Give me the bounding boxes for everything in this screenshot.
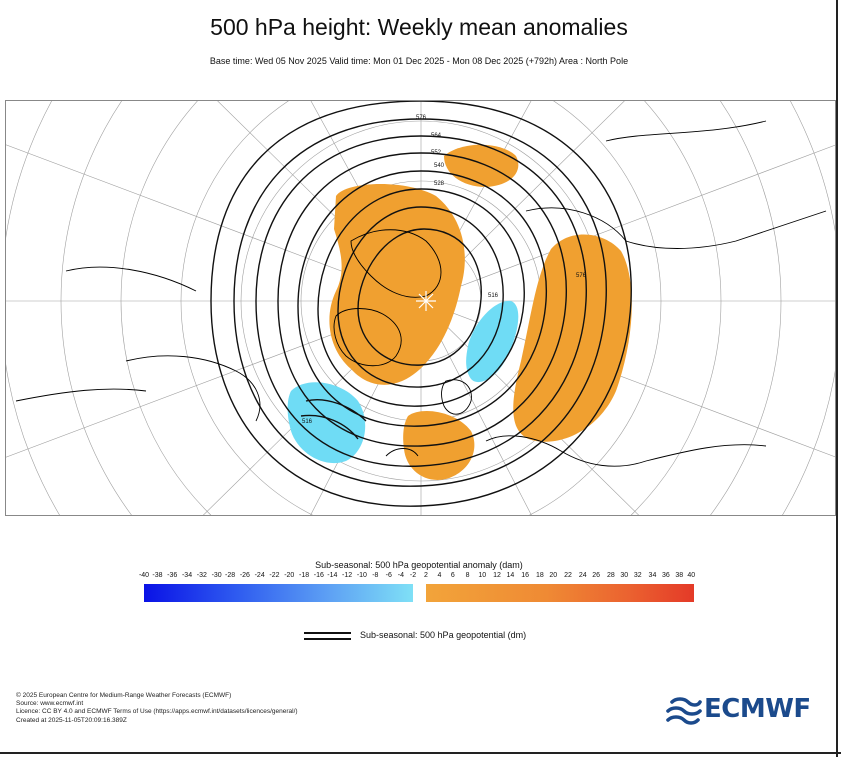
- colorbar-tick: 16: [521, 572, 530, 579]
- contour-label: 528: [434, 181, 445, 187]
- created-text: Created at 2025-11-05T20:09:16.389Z: [16, 716, 127, 724]
- frame-border-right: [836, 0, 838, 757]
- contour-labels: 576 564 552 540 528 516 576 516: [302, 115, 587, 425]
- chart-title: 500 hPa height: Weekly mean anomalies: [210, 14, 628, 40]
- colorbar-tick: 38: [675, 572, 684, 579]
- colorbar-tick: 20: [549, 572, 558, 579]
- colorbar-negative: [144, 584, 413, 602]
- colorbar-tick: 10: [478, 572, 487, 579]
- contour-label: 576: [416, 115, 427, 121]
- colorbar-tick: 18: [535, 572, 544, 579]
- colorbar-tick: -16: [313, 572, 324, 579]
- colorbar-tick: 28: [607, 572, 615, 579]
- ecmwf-logo-text: ECMWF: [704, 694, 811, 724]
- colorbar-tick: 24: [578, 572, 587, 579]
- copyright-text: © 2025 European Centre for Medium-Range …: [16, 692, 232, 699]
- credits: © 2025 European Centre for Medium-Range …: [16, 692, 298, 725]
- positive-anomaly-areas: [329, 144, 632, 480]
- colorbar-tick: 12: [493, 572, 501, 579]
- colorbar-tick: -22: [269, 572, 280, 579]
- map-canvas: 576 564 552 540 528 516 576 516: [6, 101, 835, 515]
- frame-border-bottom: [0, 752, 841, 754]
- chart-subtitle: Base time: Wed 05 Nov 2025 Valid time: M…: [209, 56, 629, 66]
- coastlines: [15, 120, 827, 467]
- height-contours: [210, 101, 632, 507]
- colorbar-tick: -30: [211, 572, 222, 579]
- colorbar-tick: -14: [327, 572, 338, 579]
- polar-map[interactable]: 576 564 552 540 528 516 576 516: [5, 100, 836, 516]
- contour-label: 540: [434, 163, 445, 169]
- colorbar-tick: 30: [620, 572, 629, 579]
- colorbar-tick: -10: [356, 572, 367, 579]
- colorbar-tick: 34: [648, 572, 657, 579]
- colorbar-tick: -12: [342, 572, 353, 579]
- colorbar-tick: -6: [385, 572, 392, 579]
- ecmwf-logo: ECMWF: [666, 694, 826, 726]
- north-pole-marker: [416, 291, 436, 311]
- colorbar-negative-ticks: -40 -38 -36 -34 -32 -30 -28 -26 -24 -22 …: [139, 572, 417, 582]
- contour-line-legend-label: Sub-seasonal: 500 hPa geopotential (dm): [360, 630, 527, 640]
- contour-label: 516: [488, 293, 499, 299]
- colorbar-tick: 22: [564, 572, 572, 579]
- colorbar-tick: -26: [239, 572, 250, 579]
- ecmwf-logo-icon: [666, 697, 702, 725]
- contour-line-legend: Sub-seasonal: 500 hPa geopotential (dm): [304, 629, 564, 643]
- colorbar-tick: 26: [592, 572, 601, 579]
- source-text: Source: www.ecmwf.int: [16, 700, 84, 708]
- colorbar-tick: -28: [225, 572, 236, 579]
- colorbar-tick: -40: [138, 572, 150, 579]
- contour-label: 516: [302, 419, 313, 425]
- colorbar-tick: 40: [687, 572, 696, 579]
- colorbar-tick: -8: [372, 572, 379, 579]
- colorbar-tick: 2: [424, 572, 428, 579]
- colorbar-tick: 32: [633, 572, 642, 579]
- colorbar-title: Sub-seasonal: 500 hPa geopotential anoma…: [315, 560, 523, 570]
- contour-label: 564: [431, 133, 442, 139]
- colorbar-tick: -2: [409, 572, 417, 579]
- colorbar-tick: 8: [465, 572, 470, 579]
- colorbar-tick: -24: [254, 572, 265, 579]
- licence-text: Licence: CC BY 4.0 and ECMWF Terms of Us…: [16, 708, 298, 716]
- contour-label: 552: [431, 150, 442, 156]
- colorbar-tick: 6: [450, 572, 455, 579]
- colorbar-tick: 4: [437, 572, 442, 579]
- colorbar-tick: -32: [196, 572, 207, 579]
- colorbar-tick: -36: [167, 572, 178, 579]
- colorbar-tick: 36: [661, 572, 670, 579]
- colorbar-tick: -18: [298, 572, 310, 579]
- colorbar-tick: 14: [506, 572, 515, 579]
- colorbar-positive: [426, 584, 694, 602]
- contour-label: 576: [576, 273, 587, 279]
- colorbar-positive-ticks: 2 4 6 8 10 12 14 16 18 20 22 24 26 28 30…: [424, 572, 696, 582]
- colorbar-tick: -34: [181, 572, 193, 579]
- colorbar-tick: -20: [284, 572, 295, 579]
- colorbar-tick: -4: [397, 572, 405, 579]
- colorbar-tick: -38: [152, 572, 163, 579]
- double-line-swatch: [304, 632, 351, 640]
